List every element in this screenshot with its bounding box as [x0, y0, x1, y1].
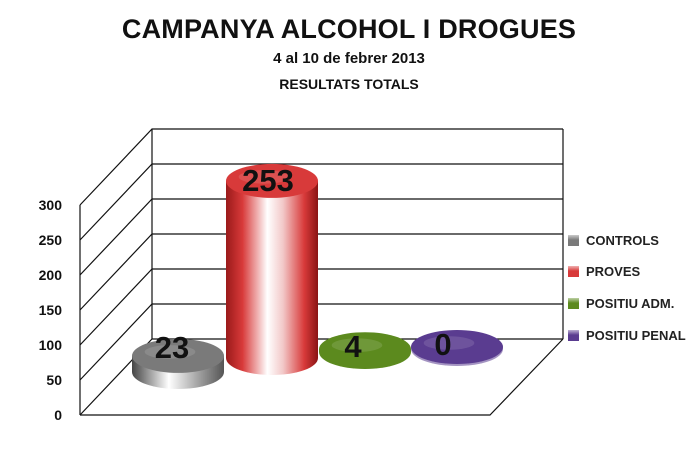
chart-title: CAMPANYA ALCOHOL I DROGUES [121, 14, 577, 44]
chart-legend: CONTROLS PROVES POSITIU ADM. POSITIU PENAL [568, 233, 686, 343]
bar-positiu-adm [319, 332, 411, 369]
legend-item: POSITIU ADM. [568, 296, 674, 311]
bar-proves [226, 163, 318, 375]
data-label: 0 [434, 327, 451, 362]
legend-swatch [568, 330, 579, 341]
y-tick-label: 100 [39, 337, 63, 353]
floor-edge [80, 338, 564, 416]
bar-top [132, 338, 224, 373]
y-tick-label: 300 [39, 197, 63, 213]
y-axis-ticks: 0 50 100 150 200 250 300 [39, 197, 63, 423]
bar-controls [132, 338, 224, 389]
legend-swatch [568, 298, 579, 309]
chart-grid [79, 128, 564, 416]
legend-swatch-shine [568, 298, 579, 303]
chart-bars [132, 163, 503, 389]
legend-swatch-shine [568, 330, 579, 335]
legend-item: POSITIU PENAL [568, 328, 686, 343]
legend-label: PROVES [586, 264, 641, 279]
bar-top-highlight [238, 170, 290, 184]
bar-top [319, 332, 411, 367]
chart-subtitle-results: RESULTATS TOTALS [279, 76, 419, 92]
bar-top-highlight [331, 338, 383, 353]
y-tick-label: 250 [39, 232, 63, 248]
legend-swatch-shine [568, 266, 579, 271]
data-labels: 23 253 4 0 [155, 163, 452, 365]
y-tick-label: 200 [39, 267, 63, 283]
bar-positiu-penal [411, 330, 503, 366]
legend-label: POSITIU ADM. [586, 296, 674, 311]
bar-top [226, 163, 318, 198]
bar-top [411, 330, 503, 364]
y-tick-label: 50 [46, 372, 62, 388]
legend-swatch-shine [568, 235, 579, 240]
chart-subtitle: 4 al 10 de febrer 2013 [273, 50, 425, 67]
legend-item: CONTROLS [568, 233, 659, 248]
y-tick-label: 150 [39, 302, 63, 318]
data-label: 4 [344, 329, 362, 364]
bar-top-highlight [423, 336, 475, 350]
legend-swatch [568, 235, 579, 246]
bar-side [226, 180, 318, 375]
data-label: 253 [242, 163, 294, 198]
legend-label: POSITIU PENAL [586, 328, 686, 343]
bar-top-highlight [144, 345, 196, 359]
data-label: 23 [155, 330, 189, 365]
legend-label: CONTROLS [586, 233, 659, 248]
legend-item: PROVES [568, 264, 641, 279]
y-tick-label: 0 [54, 407, 62, 423]
legend-swatch [568, 266, 579, 277]
